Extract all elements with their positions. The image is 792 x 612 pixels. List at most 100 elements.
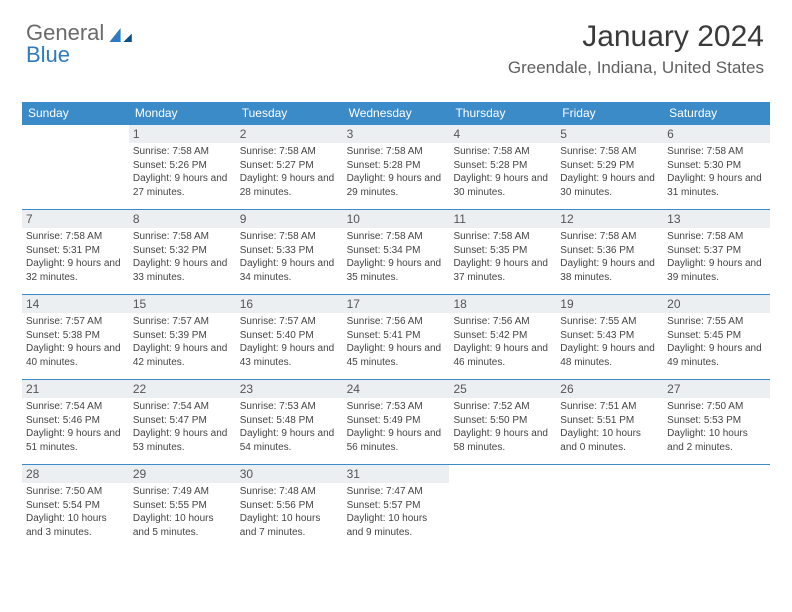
day-number: 16 [236, 295, 343, 313]
weekday-header: Friday [556, 102, 663, 124]
weekday-header-row: SundayMondayTuesdayWednesdayThursdayFrid… [22, 102, 770, 124]
day-number: 9 [236, 210, 343, 228]
day-cell: 30 Sunrise: 7:48 AMSunset: 5:56 PMDayligh… [236, 465, 343, 549]
day-cell: 2 Sunrise: 7:58 AMSunset: 5:27 PMDaylight… [236, 125, 343, 209]
day-number: 19 [556, 295, 663, 313]
location-text: Greendale, Indiana, United States [508, 58, 764, 78]
day-info: Sunrise: 7:58 AMSunset: 5:36 PMDaylight:… [560, 230, 659, 284]
day-number: 3 [343, 125, 450, 143]
day-cell: 13Sunrise: 7:58 AMSunset: 5:37 PMDayligh… [663, 210, 770, 294]
day-cell: 15Sunrise: 7:57 AMSunset: 5:39 PMDayligh… [129, 295, 236, 379]
day-number: 30 [236, 465, 343, 483]
day-cell: 18Sunrise: 7:56 AMSunset: 5:42 PMDayligh… [449, 295, 556, 379]
week-row: 28 Sunrise: 7:50 AMSunset: 5:54 PMDayligh… [22, 464, 770, 549]
day-info: Sunrise: 7:54 AMSunset: 5:47 PMDaylight:… [133, 400, 232, 454]
week-row: 21Sunrise: 7:54 AMSunset: 5:46 PMDayligh… [22, 379, 770, 464]
day-cell: 3 Sunrise: 7:58 AMSunset: 5:28 PMDaylight… [343, 125, 450, 209]
day-cell: 8 Sunrise: 7:58 AMSunset: 5:32 PMDaylight… [129, 210, 236, 294]
day-info: Sunrise: 7:58 AMSunset: 5:28 PMDaylight:… [347, 145, 446, 199]
day-info: Sunrise: 7:58 AMSunset: 5:33 PMDaylight:… [240, 230, 339, 284]
day-cell: 25 Sunrise: 7:52 AMSunset: 5:50 PMDayligh… [449, 380, 556, 464]
day-number: 2 [236, 125, 343, 143]
day-info: Sunrise: 7:58 AMSunset: 5:30 PMDaylight:… [667, 145, 766, 199]
day-number: 31 [343, 465, 450, 483]
day-cell: 12 Sunrise: 7:58 AMSunset: 5:36 PMDayligh… [556, 210, 663, 294]
day-cell: 27 Sunrise: 7:50 AMSunset: 5:53 PMDayligh… [663, 380, 770, 464]
day-cell: 16 Sunrise: 7:57 AMSunset: 5:40 PMDayligh… [236, 295, 343, 379]
week-row: 1 Sunrise: 7:58 AMSunset: 5:26 PMDaylight… [22, 124, 770, 209]
day-info: Sunrise: 7:49 AMSunset: 5:55 PMDaylight:… [133, 485, 232, 539]
month-title: January 2024 [508, 20, 764, 54]
day-number [556, 465, 663, 483]
day-number: 25 [449, 380, 556, 398]
day-cell: 9 Sunrise: 7:58 AMSunset: 5:33 PMDaylight… [236, 210, 343, 294]
day-cell: 17 Sunrise: 7:56 AMSunset: 5:41 PMDayligh… [343, 295, 450, 379]
day-number [449, 465, 556, 483]
day-number: 10 [343, 210, 450, 228]
day-info: Sunrise: 7:50 AMSunset: 5:54 PMDaylight:… [26, 485, 125, 539]
day-number: 27 [663, 380, 770, 398]
day-info: Sunrise: 7:58 AMSunset: 5:37 PMDaylight:… [667, 230, 766, 284]
day-number: 11 [449, 210, 556, 228]
day-number: 5 [556, 125, 663, 143]
day-info: Sunrise: 7:58 AMSunset: 5:32 PMDaylight:… [133, 230, 232, 284]
day-info: Sunrise: 7:50 AMSunset: 5:53 PMDaylight:… [667, 400, 766, 454]
day-info: Sunrise: 7:57 AMSunset: 5:40 PMDaylight:… [240, 315, 339, 369]
day-info: Sunrise: 7:47 AMSunset: 5:57 PMDaylight:… [347, 485, 446, 539]
day-cell: 21Sunrise: 7:54 AMSunset: 5:46 PMDayligh… [22, 380, 129, 464]
day-info: Sunrise: 7:58 AMSunset: 5:28 PMDaylight:… [453, 145, 552, 199]
day-cell [556, 465, 663, 549]
day-info: Sunrise: 7:58 AMSunset: 5:35 PMDaylight:… [453, 230, 552, 284]
day-number: 18 [449, 295, 556, 313]
day-cell: 20 Sunrise: 7:55 AMSunset: 5:45 PMDayligh… [663, 295, 770, 379]
day-number: 1 [129, 125, 236, 143]
day-info: Sunrise: 7:57 AMSunset: 5:39 PMDaylight:… [133, 315, 232, 369]
day-cell: 6Sunrise: 7:58 AMSunset: 5:30 PMDaylight… [663, 125, 770, 209]
day-cell [449, 465, 556, 549]
day-number: 4 [449, 125, 556, 143]
logo-text-blue: Blue [26, 44, 136, 66]
day-number: 7 [22, 210, 129, 228]
day-cell: 24Sunrise: 7:53 AMSunset: 5:49 PMDayligh… [343, 380, 450, 464]
day-info: Sunrise: 7:52 AMSunset: 5:50 PMDaylight:… [453, 400, 552, 454]
day-cell: 5 Sunrise: 7:58 AMSunset: 5:29 PMDaylight… [556, 125, 663, 209]
day-cell: 22 Sunrise: 7:54 AMSunset: 5:47 PMDayligh… [129, 380, 236, 464]
day-number: 23 [236, 380, 343, 398]
day-number: 20 [663, 295, 770, 313]
day-number: 8 [129, 210, 236, 228]
day-number [663, 465, 770, 483]
logo-text-general: General [26, 22, 104, 44]
weekday-header: Sunday [22, 102, 129, 124]
day-info: Sunrise: 7:54 AMSunset: 5:46 PMDaylight:… [26, 400, 125, 454]
day-number: 12 [556, 210, 663, 228]
day-number: 17 [343, 295, 450, 313]
day-info: Sunrise: 7:58 AMSunset: 5:27 PMDaylight:… [240, 145, 339, 199]
day-cell: 26Sunrise: 7:51 AMSunset: 5:51 PMDayligh… [556, 380, 663, 464]
weekday-header: Monday [129, 102, 236, 124]
day-info: Sunrise: 7:58 AMSunset: 5:34 PMDaylight:… [347, 230, 446, 284]
title-block: January 2024 Greendale, Indiana, United … [508, 20, 764, 78]
day-info: Sunrise: 7:48 AMSunset: 5:56 PMDaylight:… [240, 485, 339, 539]
day-number: 24 [343, 380, 450, 398]
day-info: Sunrise: 7:55 AMSunset: 5:43 PMDaylight:… [560, 315, 659, 369]
calendar: SundayMondayTuesdayWednesdayThursdayFrid… [22, 102, 770, 549]
week-row: 7 Sunrise: 7:58 AMSunset: 5:31 PMDaylight… [22, 209, 770, 294]
day-number: 28 [22, 465, 129, 483]
weekday-header: Wednesday [343, 102, 450, 124]
day-info: Sunrise: 7:51 AMSunset: 5:51 PMDaylight:… [560, 400, 659, 454]
day-number: 22 [129, 380, 236, 398]
day-info: Sunrise: 7:53 AMSunset: 5:48 PMDaylight:… [240, 400, 339, 454]
day-cell: 10 Sunrise: 7:58 AMSunset: 5:34 PMDayligh… [343, 210, 450, 294]
day-number: 29 [129, 465, 236, 483]
day-info: Sunrise: 7:56 AMSunset: 5:41 PMDaylight:… [347, 315, 446, 369]
day-info: Sunrise: 7:55 AMSunset: 5:45 PMDaylight:… [667, 315, 766, 369]
day-info: Sunrise: 7:58 AMSunset: 5:26 PMDaylight:… [133, 145, 232, 199]
day-cell [22, 125, 129, 209]
day-info: Sunrise: 7:58 AMSunset: 5:31 PMDaylight:… [26, 230, 125, 284]
day-info: Sunrise: 7:57 AMSunset: 5:38 PMDaylight:… [26, 315, 125, 369]
day-cell: 31 Sunrise: 7:47 AMSunset: 5:57 PMDayligh… [343, 465, 450, 549]
day-cell: 14Sunrise: 7:57 AMSunset: 5:38 PMDayligh… [22, 295, 129, 379]
weekday-header: Tuesday [236, 102, 343, 124]
day-info: Sunrise: 7:58 AMSunset: 5:29 PMDaylight:… [560, 145, 659, 199]
day-cell: 7 Sunrise: 7:58 AMSunset: 5:31 PMDaylight… [22, 210, 129, 294]
